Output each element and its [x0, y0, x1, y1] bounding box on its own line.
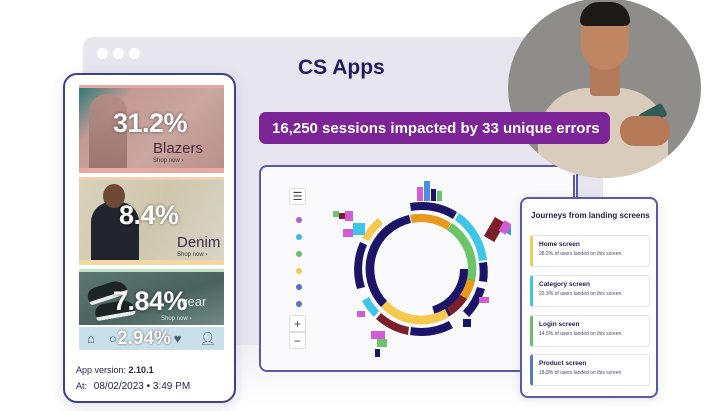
session-time: At: 08/02/2023 • 3:49 PM — [76, 381, 190, 392]
product-tile-blazers[interactable]: 31.2% Blazers Shop now › — [79, 85, 224, 173]
bottom-nav: ⌂ ○ 2.94% ♥ 👤︎ — [79, 327, 224, 350]
legend-dot-blue[interactable] — [296, 284, 302, 290]
connector-line — [573, 175, 575, 200]
journey-desc: 18.8% of users landed on this screen — [539, 370, 622, 376]
shop-now-link[interactable]: Shop now › — [161, 316, 192, 322]
sunburst-chart[interactable] — [331, 177, 511, 362]
window-dot[interactable] — [129, 48, 140, 59]
journey-name: Product screen — [539, 360, 587, 367]
journey-name: Category screen — [539, 281, 590, 288]
user-icon[interactable]: 👤︎ — [199, 331, 216, 346]
model-photo — [91, 202, 139, 260]
product-tile-denim[interactable]: 8.4% Denim Shop now › — [79, 177, 224, 265]
app-title: CS Apps — [298, 56, 385, 79]
journey-name: Login screen — [539, 321, 580, 328]
zoom-in-button[interactable]: + — [289, 315, 306, 332]
journey-card-login[interactable]: Login screen 14.5% of users landed on th… — [530, 315, 650, 347]
legend-dot-purple[interactable] — [296, 217, 302, 223]
tile-category: year — [181, 294, 207, 309]
journeys-panel: Journeys from landing screens Home scree… — [520, 197, 658, 398]
app-version-label: App version: — [76, 365, 127, 375]
app-version-value: 2.10.1 — [128, 365, 154, 375]
tile-percent: 7.84% — [113, 286, 188, 316]
tile-category: Blazers — [153, 140, 204, 157]
legend-dot-yellow[interactable] — [296, 268, 302, 274]
journey-name: Home screen — [539, 241, 580, 248]
at-label: At: — [76, 381, 88, 391]
window-controls — [97, 48, 140, 59]
window-dot[interactable] — [97, 48, 108, 59]
person-hand — [620, 116, 670, 146]
journey-desc: 14.5% of users landed on this screen — [539, 331, 622, 337]
shop-now-link[interactable]: Shop now › — [177, 252, 208, 258]
legend-dot-cyan[interactable] — [296, 234, 302, 240]
list-icon[interactable]: ☰ — [289, 188, 306, 205]
heart-icon[interactable]: ♥ — [173, 331, 182, 346]
journey-desc: 28.2% of users landed on this screen — [539, 251, 622, 257]
journey-card-category[interactable]: Category screen 22.3% of users landed on… — [530, 275, 650, 307]
person-photo — [508, 0, 701, 178]
person-hair — [580, 2, 630, 26]
tile-category: Denim — [177, 234, 221, 251]
legend-dot-green[interactable] — [296, 251, 302, 257]
app-version: App version: 2.10.1 — [76, 365, 154, 375]
journeys-title: Journeys from landing screens — [531, 211, 650, 220]
tile-percent: 31.2% — [113, 108, 188, 138]
home-icon[interactable]: ⌂ — [87, 331, 95, 346]
model-head — [103, 184, 125, 208]
shop-now-link[interactable]: Shop now › — [153, 158, 184, 164]
sessions-impact-banner-front: 16,250 sessions impacted by 33 unique er… — [259, 112, 610, 144]
legend-dot-slate[interactable] — [296, 301, 302, 307]
at-value: 08/02/2023 • 3:49 PM — [93, 381, 191, 392]
search-icon[interactable]: ○ — [108, 331, 117, 346]
product-tile-footwear[interactable]: 7.84% year Shop now › — [79, 269, 224, 325]
overlay-percent: 2.94% — [117, 328, 171, 349]
model-photo — [89, 94, 127, 168]
tile-percent: 8.4% — [119, 200, 179, 230]
window-dot[interactable] — [113, 48, 124, 59]
zoom-out-button[interactable]: − — [289, 332, 306, 349]
journey-desc: 22.3% of users landed on this screen — [539, 291, 622, 297]
journey-card-product[interactable]: Product screen 18.8% of users landed on … — [530, 354, 650, 386]
journey-card-home[interactable]: Home screen 28.2% of users landed on thi… — [530, 235, 650, 267]
phone-mockup: 31.2% Blazers Shop now › 8.4% Denim Shop… — [63, 73, 236, 403]
